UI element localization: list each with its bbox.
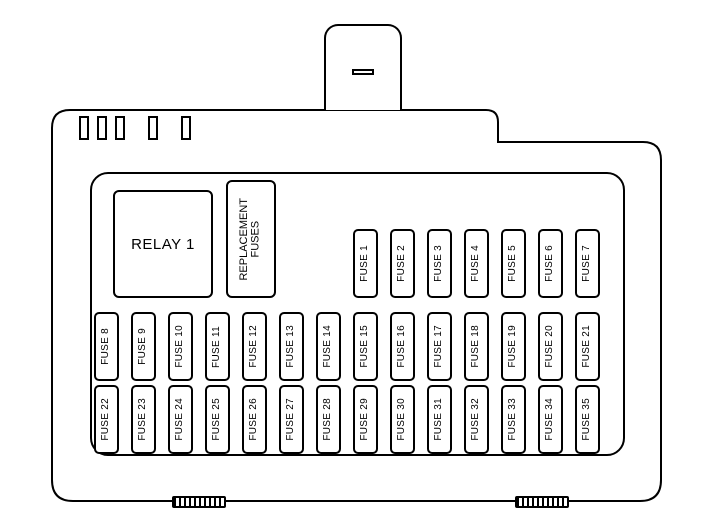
fuse-32: FUSE 32	[464, 385, 489, 454]
fuse-33-label: FUSE 33	[508, 398, 519, 441]
nub-4	[148, 116, 158, 140]
fuse-4: FUSE 4	[464, 229, 489, 298]
fuse-16-label: FUSE 16	[397, 325, 408, 368]
fuse-25-label: FUSE 25	[212, 398, 223, 441]
nub-3	[115, 116, 125, 140]
relay-1: RELAY 1	[113, 190, 213, 298]
fuse-35-label: FUSE 35	[582, 398, 593, 441]
fuse-9-label: FUSE 9	[138, 328, 149, 365]
fuse-24-label: FUSE 24	[175, 398, 186, 441]
fuse-23-label: FUSE 23	[138, 398, 149, 441]
fuse-27: FUSE 27	[279, 385, 304, 454]
fuse-11-label: FUSE 11	[212, 326, 223, 368]
fuse-35: FUSE 35	[575, 385, 600, 454]
fuse-28: FUSE 28	[316, 385, 341, 454]
fuse-16: FUSE 16	[390, 312, 415, 381]
fuse-7: FUSE 7	[575, 229, 600, 298]
fuse-2-label: FUSE 2	[397, 245, 408, 282]
fuse-5: FUSE 5	[501, 229, 526, 298]
fuse-14: FUSE 14	[316, 312, 341, 381]
fuse-28-label: FUSE 28	[323, 398, 334, 441]
fuse-6-label: FUSE 6	[545, 245, 556, 282]
nub-1	[79, 116, 89, 140]
fuse-30: FUSE 30	[390, 385, 415, 454]
fuse-12-label: FUSE 12	[249, 325, 260, 368]
fuse-12: FUSE 12	[242, 312, 267, 381]
fuse-8: FUSE 8	[94, 312, 119, 381]
top-tab	[324, 24, 402, 110]
fuse-18-label: FUSE 18	[471, 325, 482, 368]
fuse-17: FUSE 17	[427, 312, 452, 381]
bottom-clip-1	[172, 496, 226, 508]
fuse-8-label: FUSE 8	[101, 328, 112, 365]
replacement-fuses: REPLACEMENT FUSES	[226, 180, 276, 298]
fuse-19-label: FUSE 19	[508, 325, 519, 368]
fuse-26: FUSE 26	[242, 385, 267, 454]
fuse-11: FUSE 11	[205, 312, 230, 381]
replacement-fuses-label: REPLACEMENT FUSES	[239, 198, 262, 281]
fuse-4-label: FUSE 4	[471, 245, 482, 282]
fuse-34: FUSE 34	[538, 385, 563, 454]
fuse-10-label: FUSE 10	[175, 325, 186, 368]
fuse-10: FUSE 10	[168, 312, 193, 381]
fuse-14-label: FUSE 14	[323, 325, 334, 368]
fuse-22: FUSE 22	[94, 385, 119, 454]
fuse-22-label: FUSE 22	[101, 398, 112, 441]
fuse-27-label: FUSE 27	[286, 398, 297, 441]
bottom-clip-2	[515, 496, 569, 508]
relay-1-label: RELAY 1	[131, 236, 195, 253]
fuse-2: FUSE 2	[390, 229, 415, 298]
fuse-18: FUSE 18	[464, 312, 489, 381]
fuse-33: FUSE 33	[501, 385, 526, 454]
top-tab-slot	[352, 69, 374, 75]
fuse-32-label: FUSE 32	[471, 398, 482, 441]
fuse-13: FUSE 13	[279, 312, 304, 381]
fuse-13-label: FUSE 13	[286, 325, 297, 368]
fuse-5-label: FUSE 5	[508, 245, 519, 282]
fuse-1: FUSE 1	[353, 229, 378, 298]
fuse-30-label: FUSE 30	[397, 398, 408, 441]
fuse-31: FUSE 31	[427, 385, 452, 454]
fuse-1-label: FUSE 1	[360, 245, 371, 282]
nub-5	[181, 116, 191, 140]
fuse-21: FUSE 21	[575, 312, 600, 381]
nub-2	[97, 116, 107, 140]
fuse-26-label: FUSE 26	[249, 398, 260, 441]
fuse-23: FUSE 23	[131, 385, 156, 454]
fuse-20: FUSE 20	[538, 312, 563, 381]
fuse-34-label: FUSE 34	[545, 398, 556, 441]
fuse-20-label: FUSE 20	[545, 325, 556, 368]
fuse-19: FUSE 19	[501, 312, 526, 381]
fuse-17-label: FUSE 17	[434, 325, 445, 368]
fuse-15-label: FUSE 15	[360, 325, 371, 368]
fuse-29: FUSE 29	[353, 385, 378, 454]
fuse-25: FUSE 25	[205, 385, 230, 454]
fuse-7-label: FUSE 7	[582, 245, 593, 282]
fuse-31-label: FUSE 31	[434, 398, 445, 441]
fuse-29-label: FUSE 29	[360, 398, 371, 441]
fuse-3: FUSE 3	[427, 229, 452, 298]
fuse-3-label: FUSE 3	[434, 245, 445, 282]
fuse-24: FUSE 24	[168, 385, 193, 454]
fuse-box-diagram: RELAY 1 REPLACEMENT FUSES FUSE 1 FUSE 2 FU…	[0, 0, 701, 523]
fuse-15: FUSE 15	[353, 312, 378, 381]
fuse-21-label: FUSE 21	[582, 325, 593, 368]
fuse-9: FUSE 9	[131, 312, 156, 381]
fuse-6: FUSE 6	[538, 229, 563, 298]
